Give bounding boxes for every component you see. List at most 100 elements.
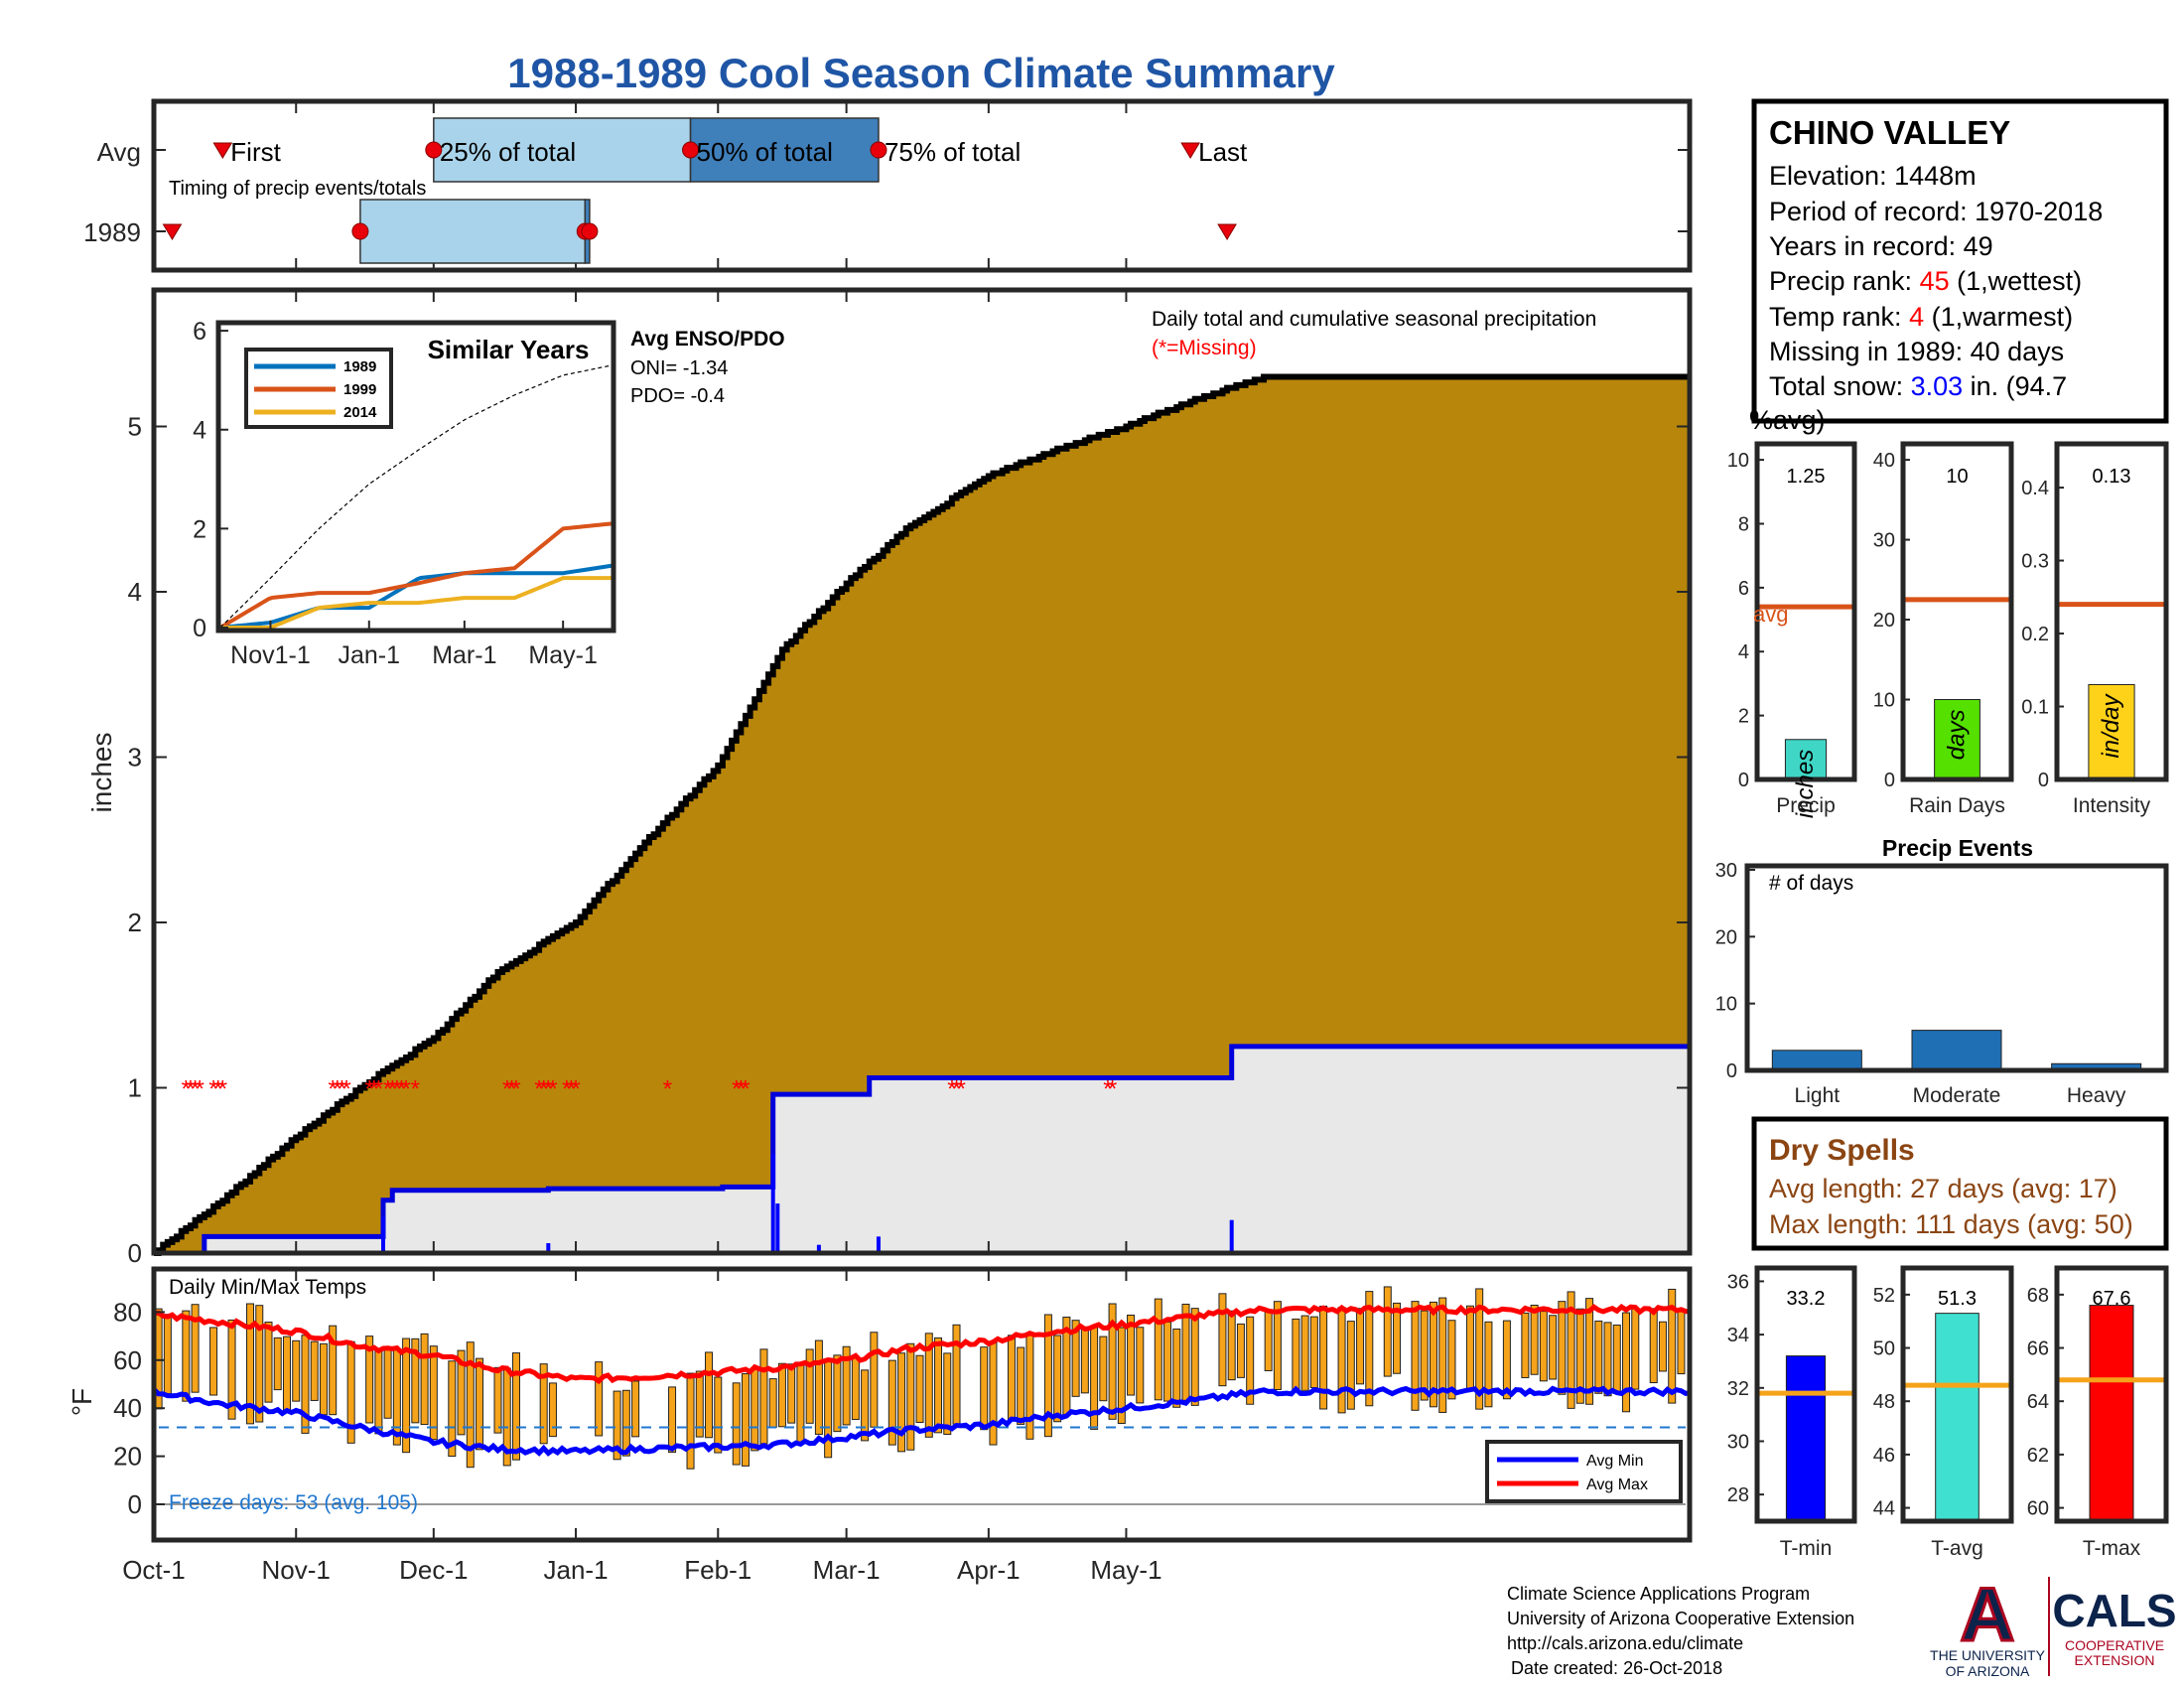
x-tick-label: Mar-1 [813, 1555, 881, 1585]
daily-temp-bar [448, 1360, 457, 1458]
timing-frame [151, 98, 1693, 273]
inset-ticks: 0 2 4 6 Nov1-1 Jan-1 Mar-1 May-1 [193, 318, 598, 669]
precip-y-tick-label: 3 [128, 743, 142, 773]
precip-y-ticks: 0 1 2 3 4 5 [128, 412, 1690, 1268]
daily-temp-bar [805, 1348, 814, 1424]
daily-temp-bar [1447, 1320, 1456, 1400]
daily-temp-bar [686, 1372, 695, 1470]
daily-temp-bar [246, 1303, 255, 1425]
freeze-days-text: Freeze days: 53 (avg. 105) [169, 1491, 418, 1514]
daily-temp-bar [282, 1336, 291, 1411]
missing-day-marker: * [737, 1076, 746, 1103]
daily-temp-bar [897, 1352, 906, 1453]
temp-bar-y-tick-label: 34 [1727, 1325, 1749, 1346]
small-bar-frame-0 [1754, 441, 1857, 782]
daily-temp-bar [1649, 1308, 1658, 1384]
daily-temp-bar [751, 1367, 759, 1452]
small-bar-y-tick-label: 40 [1873, 450, 1895, 472]
station-missing: Missing in 1989: 40 days [1769, 337, 2064, 366]
daily-temp-bar [1521, 1312, 1530, 1378]
missing-day-marker: * [369, 1076, 378, 1103]
inset-y-tick-label: 4 [193, 417, 206, 445]
temp-bar-frame-1 [1900, 1265, 2014, 1524]
timing-percentile-marker [870, 141, 887, 159]
precip-events-panel: Precip Events Light Moderate Heavy0102030 … [1715, 835, 2169, 1107]
small-bar-y-tick-label: 0.3 [2021, 551, 2049, 573]
daily-temp-bar [1484, 1321, 1493, 1408]
temp-bar-y-tick-label: 44 [1873, 1498, 1895, 1520]
daily-temp-bar [329, 1325, 338, 1416]
daily-temp-bar [1539, 1311, 1548, 1382]
temp-bar-y-tick-label: 66 [2027, 1338, 2049, 1360]
daily-temp-bar [777, 1362, 786, 1428]
x-tick-label: Jan-1 [544, 1555, 609, 1585]
daily-temp-bar [870, 1332, 879, 1428]
daily-temp-bar [668, 1386, 677, 1454]
year-cumulative-area [154, 1046, 1691, 1253]
daily-temp-bar [429, 1345, 438, 1441]
missing-day-marker: * [388, 1076, 397, 1103]
station-temp-rank: Temp rank: 4 (1,warmest) [1769, 302, 2073, 332]
temp-y-tick-label: 20 [113, 1442, 142, 1472]
daily-temp-bar [1127, 1314, 1136, 1396]
daily-temp-bar [539, 1363, 548, 1445]
daily-temp-bar [1043, 1314, 1052, 1438]
x-tick-label: May-1 [1090, 1555, 1161, 1585]
enso-title: Avg ENSO/PDO [630, 328, 785, 351]
daily-temp-bar [1383, 1286, 1392, 1377]
events-frame [1744, 863, 2169, 1073]
legend-avg-max: Avg Max [1586, 1477, 1648, 1493]
missing-day-marker: * [511, 1076, 520, 1103]
dry-title: Dry Spells [1769, 1134, 1915, 1167]
daily-temp-bar [814, 1339, 823, 1435]
precip-frame [151, 287, 1693, 1256]
daily-temp-bar [631, 1380, 640, 1438]
x-tick-label: Dec-1 [399, 1555, 468, 1585]
daily-temp-bar [1585, 1298, 1594, 1405]
missing-day-marker: * [182, 1076, 191, 1103]
daily-temp-bar [1677, 1310, 1686, 1375]
small-bar-value-0: 1.25 [1787, 466, 1826, 488]
temp-bar-1 [1935, 1313, 1979, 1522]
daily-temp-bar [273, 1336, 282, 1391]
temp-bar-y-tick-label: 64 [2027, 1391, 2049, 1413]
daily-temp-bar [1346, 1321, 1355, 1410]
small-bar-y-tick-label: 30 [1873, 530, 1895, 552]
footer-line4: Date created: 26-Oct-2018 [1511, 1658, 1722, 1678]
missing-day-marker: * [952, 1076, 961, 1103]
missing-day-marker: * [338, 1076, 346, 1103]
daily-temp-bar [1612, 1324, 1621, 1394]
inset-y-tick-label: 2 [193, 515, 206, 543]
precip-y-tick-label: 2 [128, 908, 142, 937]
daily-temp-bar [1393, 1302, 1402, 1374]
small-bar-frame-1 [1900, 441, 2014, 782]
station-name: CHINO VALLEY [1769, 114, 2010, 151]
daily-temp-bar [1668, 1288, 1677, 1404]
station-period: Period of record: 1970-2018 [1769, 197, 2103, 226]
temp-bar-0 [1785, 1355, 1827, 1522]
missing-day-marker: * [507, 1076, 516, 1103]
small-bar-y-tick-label: 0 [1884, 770, 1895, 791]
daily-temp-bar [1475, 1288, 1484, 1410]
temp-marks [152, 1286, 1692, 1505]
event-category-label: Heavy [2067, 1084, 2126, 1107]
event-bar-moderate [1911, 1030, 2002, 1071]
small-bar-unit-1: days [1944, 710, 1971, 761]
missing-day-marker: * [364, 1076, 373, 1103]
temp-ylabel: °F [67, 1388, 97, 1416]
small-bar-unit-2: in/day [2098, 692, 2124, 758]
daily-temp-bar [924, 1333, 933, 1438]
inset-legend-label: 1989 [343, 358, 376, 375]
small-bar-y-tick-label: 20 [1873, 610, 1895, 632]
daily-temp-bar [1071, 1320, 1080, 1397]
daily-temp-bar [595, 1361, 604, 1437]
small-bar-y-tick-label: 0 [2038, 770, 2049, 791]
daily-temp-bar [1558, 1301, 1567, 1395]
figure-title: 1988-1989 Cool Season Climate Summary [507, 50, 1335, 96]
daily-temp-bar [1136, 1327, 1145, 1404]
timing-marks [153, 101, 1690, 270]
timing-first-last-marker [1180, 142, 1201, 159]
small-bar-y-tick-label: 2 [1738, 706, 1749, 728]
timing-percentile-marker [581, 222, 599, 240]
